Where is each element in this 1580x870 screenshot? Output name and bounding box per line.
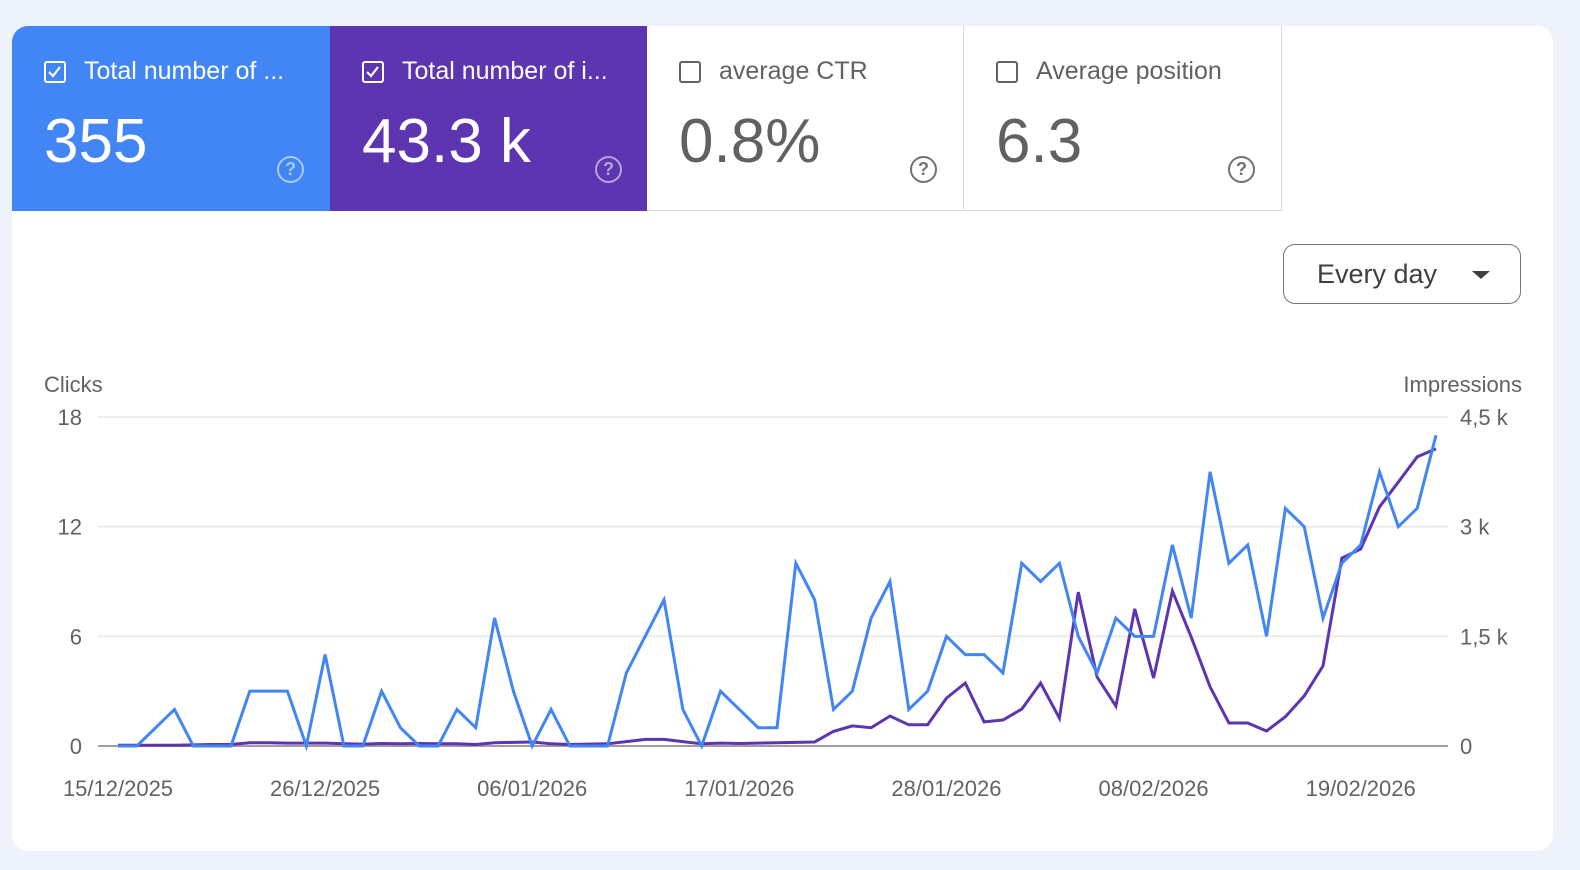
x-tick-label: 08/02/2026 xyxy=(1099,776,1209,801)
metric-label: Average position xyxy=(1036,57,1222,85)
x-tick-label: 06/01/2026 xyxy=(477,776,587,801)
help-icon[interactable]: ? xyxy=(1228,156,1255,183)
right-tick-label: 1,5 k xyxy=(1460,624,1509,649)
metric-label: average CTR xyxy=(719,57,868,85)
left-tick-label: 6 xyxy=(70,624,82,649)
checkbox-checked-icon[interactable] xyxy=(44,61,66,83)
left-tick-label: 18 xyxy=(58,405,82,430)
caret-down-icon xyxy=(1472,271,1490,279)
right-tick-label: 3 k xyxy=(1460,515,1490,540)
x-tick-label: 28/01/2026 xyxy=(891,776,1001,801)
right-axis-title: Impressions xyxy=(1403,372,1522,397)
help-icon[interactable]: ? xyxy=(910,156,937,183)
checkbox-checked-icon[interactable] xyxy=(362,61,384,83)
metric-tile-clicks[interactable]: Total number of ... 355 ? xyxy=(12,26,330,211)
metric-value: 355 xyxy=(44,107,148,176)
granularity-selected: Every day xyxy=(1317,259,1438,289)
metric-value: 0.8% xyxy=(679,107,821,176)
metric-value: 43.3 k xyxy=(362,107,531,176)
checkbox-unchecked-icon[interactable] xyxy=(996,61,1018,83)
performance-card: Total number of ... 355 ? Total number o… xyxy=(12,26,1553,851)
help-icon[interactable]: ? xyxy=(595,156,622,183)
metric-tile-position[interactable]: Average position 6.3 ? xyxy=(964,26,1282,211)
right-tick-label: 4,5 k xyxy=(1460,405,1509,430)
x-tick-label: 19/02/2026 xyxy=(1306,776,1416,801)
x-tick-label: 17/01/2026 xyxy=(684,776,794,801)
metric-tile-impressions[interactable]: Total number of i... 43.3 k ? xyxy=(330,26,648,211)
metric-label: Total number of ... xyxy=(84,57,285,85)
help-icon[interactable]: ? xyxy=(277,156,304,183)
metric-label: Total number of i... xyxy=(402,57,608,85)
granularity-dropdown[interactable]: Every day xyxy=(1283,244,1521,304)
series-line-clicks xyxy=(118,434,1438,752)
metric-tile-ctr[interactable]: average CTR 0.8% ? xyxy=(647,26,964,211)
checkbox-unchecked-icon[interactable] xyxy=(679,61,701,83)
x-tick-label: 26/12/2025 xyxy=(270,776,380,801)
left-tick-label: 0 xyxy=(70,734,82,759)
left-axis-title: Clicks xyxy=(44,372,103,397)
left-tick-label: 12 xyxy=(58,515,82,540)
metric-value: 6.3 xyxy=(996,107,1083,176)
right-tick-label: 0 xyxy=(1460,734,1472,759)
x-tick-label: 15/12/2025 xyxy=(63,776,173,801)
